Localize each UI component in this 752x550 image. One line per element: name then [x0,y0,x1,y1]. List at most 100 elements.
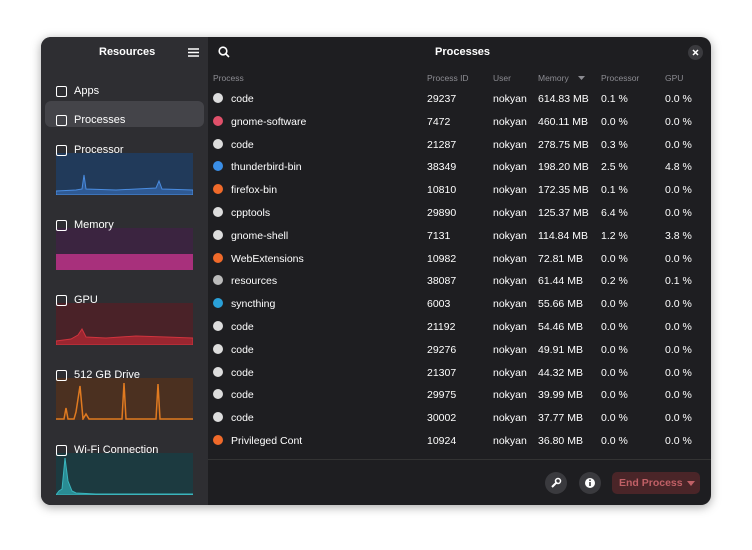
cell[interactable]: 0.0 % [601,366,628,379]
cell[interactable]: 37.77 MB [538,412,583,425]
cell[interactable]: nokyan [493,343,527,356]
cell[interactable]: 0.0 % [665,207,692,219]
cell[interactable]: 0.0 % [601,435,628,447]
cell[interactable]: 0.0 % [665,435,692,447]
cell[interactable]: nokyan [493,93,527,105]
cell[interactable]: 7472 [427,115,451,128]
cell[interactable]: 0.1 % [601,93,628,105]
cell[interactable]: 39.99 MB [538,389,583,402]
cell[interactable]: nokyan [493,321,527,333]
cell[interactable]: 0.0 % [601,115,628,128]
nav-selected[interactable] [45,101,204,127]
cell[interactable]: gnome-software [231,115,307,128]
cell[interactable]: code [231,138,254,151]
cell[interactable]: 29276 [427,343,457,356]
options-button[interactable] [545,472,567,494]
cell[interactable]: 0.0 % [601,321,628,333]
cell[interactable]: 55.66 MB [538,298,583,311]
cell[interactable]: 29975 [427,389,457,402]
cell[interactable]: 1.2 % [601,229,628,242]
cell[interactable]: 0.0 % [601,252,628,265]
cell[interactable]: 29237 [427,93,457,105]
cell[interactable]: resources [231,275,278,288]
cell[interactable]: code [231,93,254,105]
cell[interactable]: 21287 [427,138,457,151]
cell[interactable]: nokyan [493,366,527,379]
nav-item[interactable]: Processes [74,114,126,126]
cell[interactable]: nokyan [493,161,527,174]
nav-item[interactable]: GPU [74,294,98,306]
cell[interactable]: WebExtensions [231,252,304,265]
cell[interactable]: nokyan [493,252,527,265]
cell[interactable]: nokyan [493,184,527,197]
cell[interactable]: 3.8 % [665,229,692,242]
cell[interactable]: nokyan [493,138,527,151]
cell[interactable]: 54.46 MB [538,321,583,333]
cell[interactable]: 0.0 % [601,389,628,402]
nav-item[interactable]: Memory [74,219,114,231]
cell[interactable]: 38349 [427,161,457,174]
cell[interactable]: code [231,321,254,333]
cell[interactable]: 6.4 % [601,207,628,219]
cell[interactable]: 49.91 MB [538,343,583,356]
cell[interactable]: 6003 [427,298,451,311]
cell[interactable]: code [231,343,254,356]
search-icon[interactable] [218,46,230,58]
cell[interactable]: 460.11 MB [538,115,589,128]
cell[interactable]: 30002 [427,412,457,425]
cell[interactable]: 0.0 % [665,343,692,356]
cell[interactable]: nokyan [493,412,527,425]
cell[interactable]: nokyan [493,229,527,242]
column-header[interactable]: Process [213,73,244,83]
end-process-button[interactable]: End Process [612,472,700,494]
info-button[interactable] [579,472,601,494]
cell[interactable]: code [231,412,254,425]
cell[interactable]: 44.32 MB [538,366,583,379]
column-header[interactable]: User [493,73,511,83]
cell[interactable]: 0.2 % [601,275,628,288]
cell[interactable]: 0.0 % [601,412,628,425]
cell[interactable]: code [231,366,254,379]
cell[interactable]: 0.0 % [665,298,692,311]
cell[interactable]: 0.0 % [665,93,692,105]
cell[interactable]: 0.1 % [601,184,628,197]
column-header[interactable]: Process ID [427,73,469,83]
cell[interactable]: 2.5 % [601,161,628,174]
cell[interactable]: 0.0 % [665,115,692,128]
cell[interactable]: 10810 [427,184,457,197]
cell[interactable]: 0.0 % [665,184,692,197]
cell[interactable]: thunderbird-bin [231,161,302,174]
cell[interactable]: 4.8 % [665,161,692,174]
cell[interactable]: 0.0 % [665,138,692,151]
cell[interactable]: 278.75 MB [538,138,589,151]
cell[interactable]: 114.84 MB [538,229,589,242]
cell[interactable]: nokyan [493,298,527,311]
cell[interactable]: 0.0 % [665,412,692,425]
cell[interactable]: 36.80 MB [538,435,583,447]
cell[interactable]: nokyan [493,207,527,219]
cell[interactable]: firefox-bin [231,184,278,197]
cell[interactable]: nokyan [493,115,527,128]
nav-item[interactable]: Processor [74,144,124,156]
cell[interactable]: 0.0 % [601,298,628,311]
cell[interactable]: Privileged Cont [231,435,303,447]
cell[interactable]: 29890 [427,207,457,219]
nav-item[interactable]: Wi-Fi Connection [74,444,159,456]
cell[interactable]: 72.81 MB [538,252,583,265]
cell[interactable]: 614.83 MB [538,93,589,105]
cell[interactable]: 7131 [427,229,451,242]
nav-item[interactable]: 512 GB Drive [74,369,141,381]
column-header[interactable]: GPU [665,73,684,83]
cell[interactable]: nokyan [493,435,527,447]
cell[interactable]: nokyan [493,389,527,402]
cell[interactable]: syncthing [231,298,276,311]
column-header[interactable]: Memory [538,73,569,83]
cell[interactable]: 198.20 MB [538,161,589,174]
cell[interactable]: 0.0 % [665,321,692,333]
cell[interactable]: 61.44 MB [538,275,583,288]
cell[interactable]: 0.3 % [601,138,628,151]
cell[interactable]: cpptools [231,207,271,219]
cell[interactable]: 0.0 % [665,389,692,402]
cell[interactable]: 172.35 MB [538,184,589,197]
cell[interactable]: 10982 [427,252,457,265]
